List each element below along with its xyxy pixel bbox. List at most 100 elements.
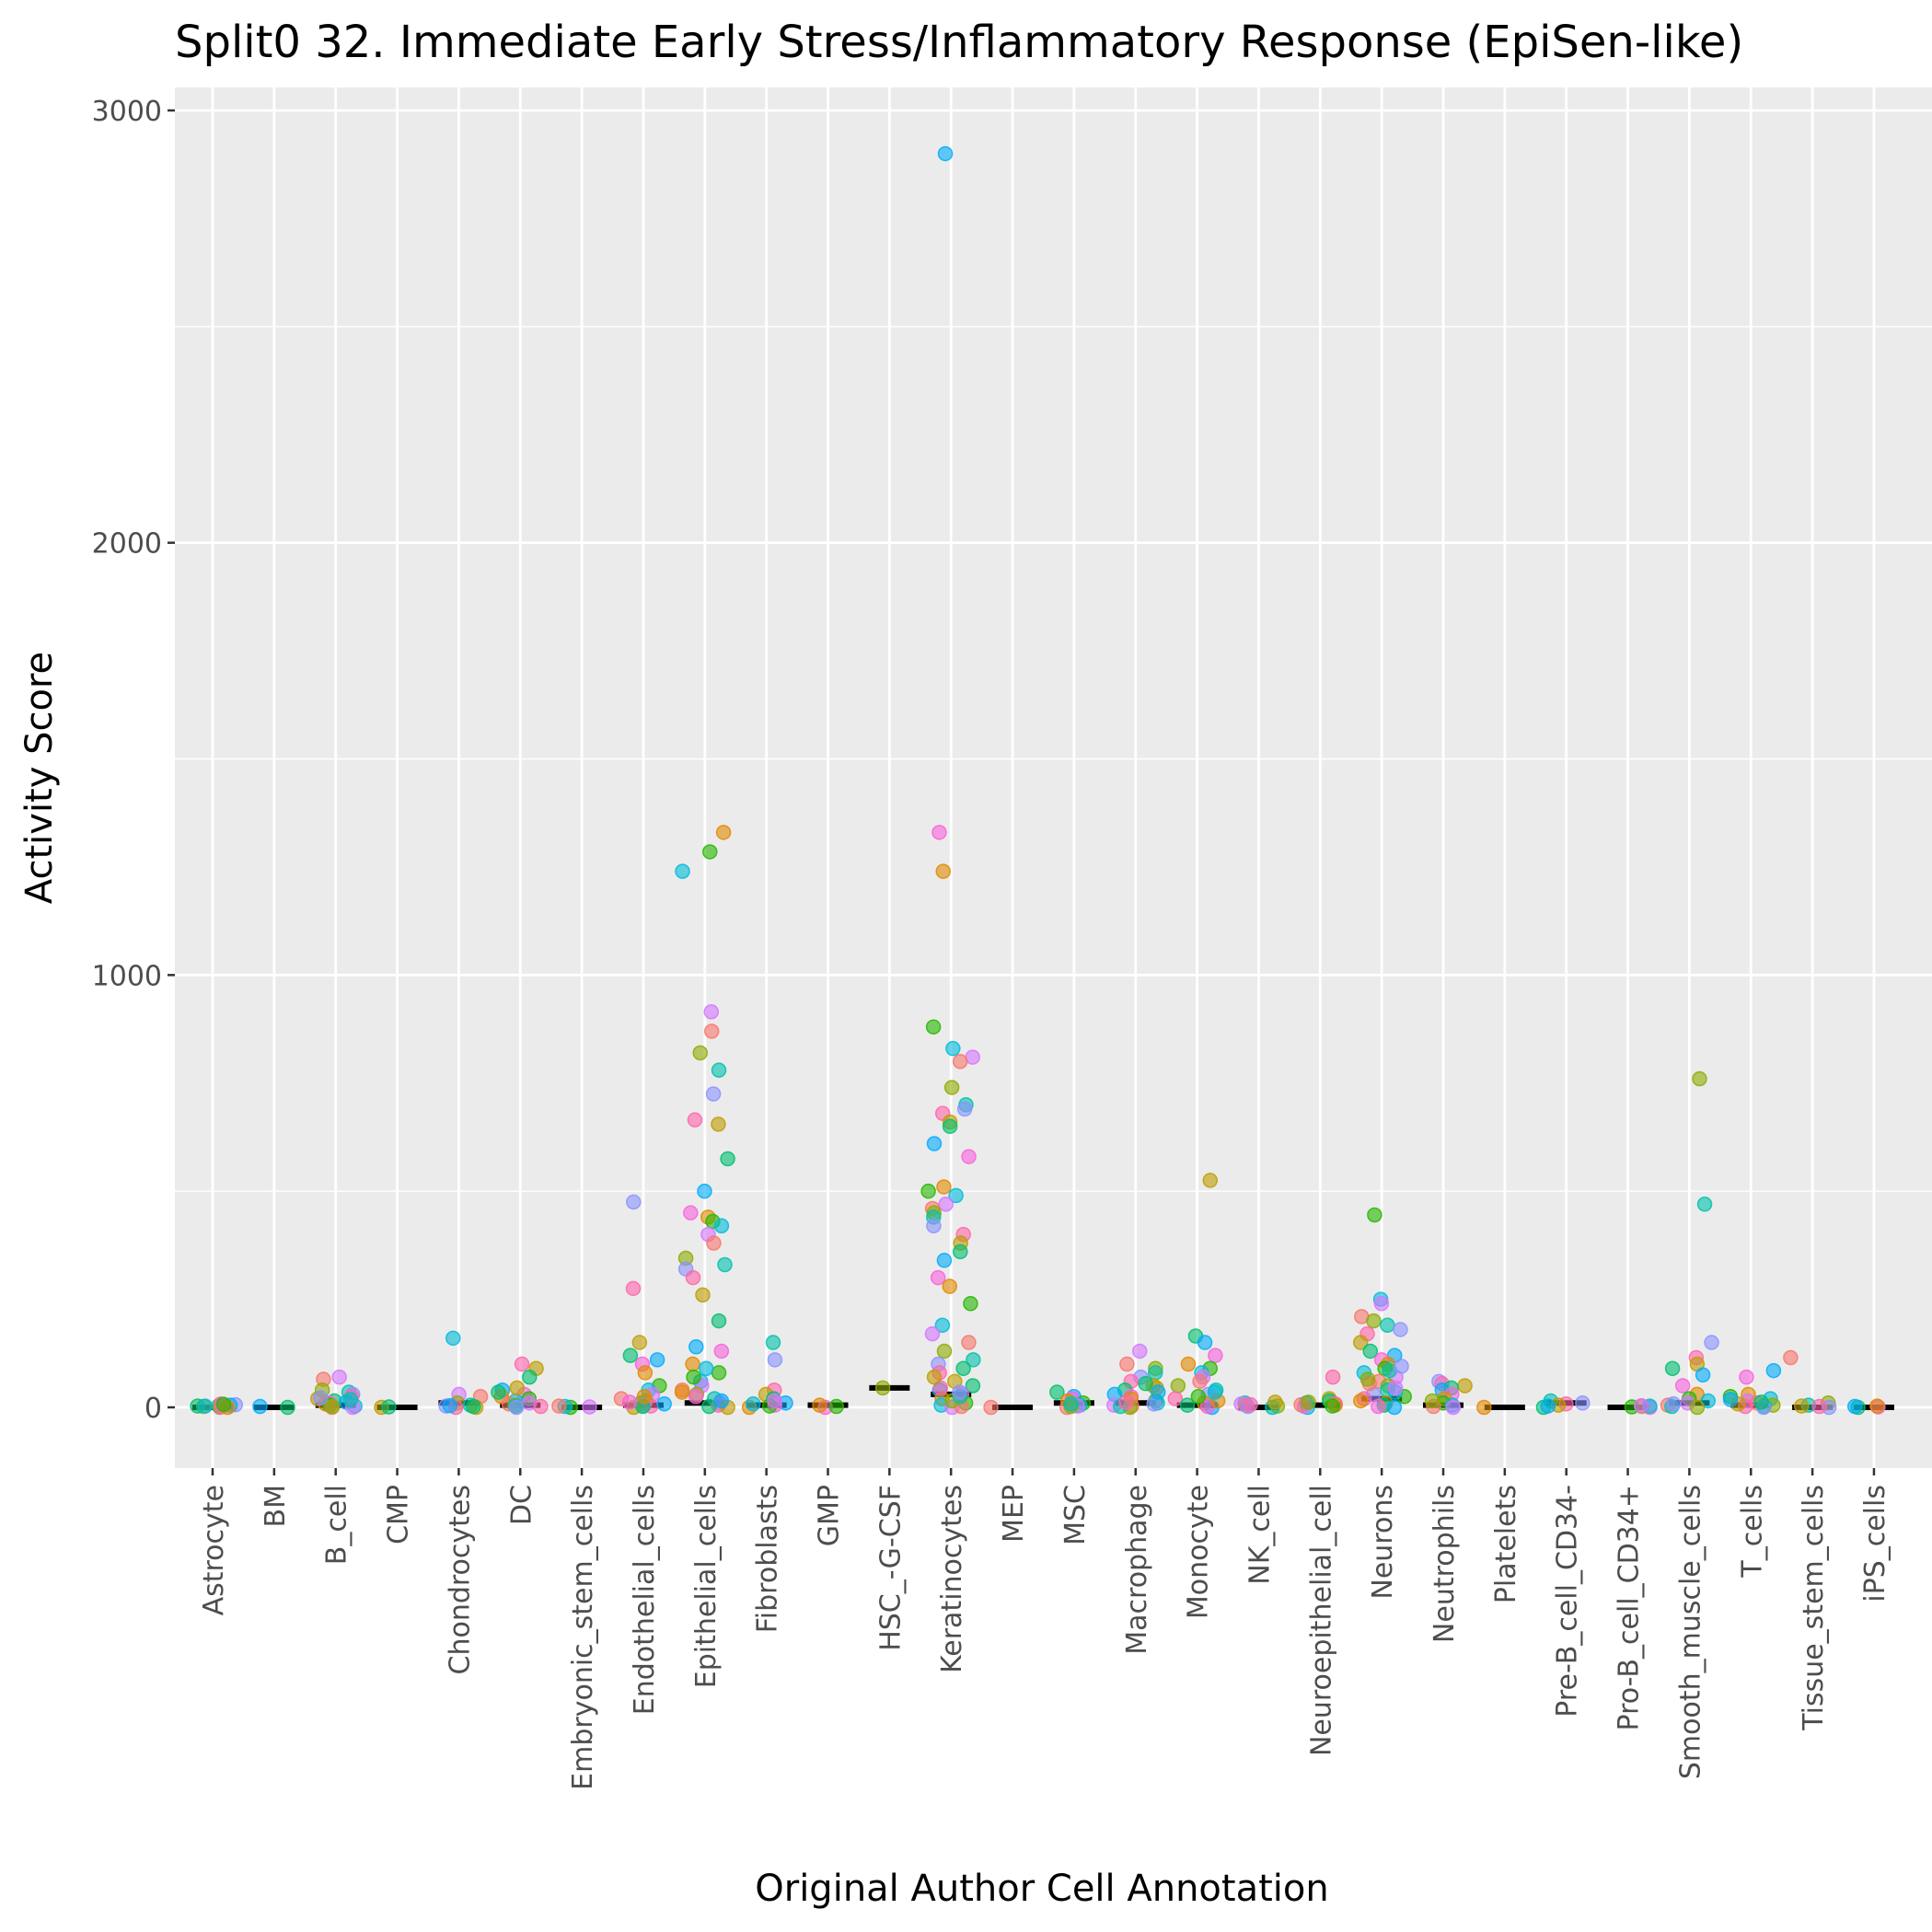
- y-tick-label: 3000: [92, 96, 162, 128]
- x-tick-label: Neuroepithelial_cell: [1305, 1485, 1337, 1756]
- data-point: [1119, 1356, 1135, 1372]
- data-point: [1739, 1369, 1754, 1385]
- data-point: [1197, 1335, 1213, 1350]
- data-point: [1665, 1395, 1682, 1412]
- data-point: [983, 1399, 999, 1416]
- data-point: [952, 1384, 967, 1400]
- data-point: [1753, 1394, 1769, 1410]
- minor-gridlines: [175, 326, 1932, 1192]
- data-point: [1243, 1396, 1258, 1413]
- plot-panel: [175, 87, 1932, 1468]
- data-point: [746, 1395, 761, 1412]
- data-point: [966, 1352, 981, 1368]
- data-point: [331, 1369, 347, 1385]
- data-point: [324, 1398, 341, 1415]
- data-point: [1387, 1380, 1404, 1396]
- data-point: [711, 1062, 727, 1078]
- data-point: [924, 1325, 941, 1342]
- data-point: [514, 1356, 530, 1372]
- data-point: [1207, 1384, 1223, 1400]
- data-point: [698, 1360, 714, 1376]
- data-point: [1301, 1394, 1316, 1410]
- data-point: [953, 1244, 968, 1260]
- data-point: [920, 1183, 936, 1199]
- x-tick-label: Macrophage: [1121, 1485, 1153, 1655]
- data-point: [703, 1004, 720, 1020]
- data-point: [1366, 1313, 1382, 1329]
- data-point: [685, 1269, 701, 1286]
- x-tick-label: Smooth_muscle_cells: [1674, 1485, 1706, 1779]
- data-point: [1846, 1398, 1863, 1415]
- data-point: [1063, 1395, 1079, 1412]
- data-point: [649, 1352, 665, 1368]
- data-point: [533, 1398, 549, 1415]
- data-point: [934, 1317, 951, 1334]
- data-point: [626, 1194, 642, 1210]
- data-point: [508, 1399, 525, 1416]
- data-point: [936, 1253, 953, 1268]
- x-axis-title: Original Author Cell Annotation: [755, 1868, 1328, 1910]
- data-point: [943, 1080, 960, 1095]
- data-point: [948, 1187, 964, 1204]
- x-tick-label: Epithelial_cells: [690, 1485, 723, 1688]
- data-point: [551, 1398, 567, 1414]
- data-point: [1325, 1398, 1340, 1414]
- data-point: [656, 1395, 672, 1412]
- data-point: [1373, 1296, 1390, 1312]
- data-point: [1664, 1360, 1681, 1376]
- data-point: [1267, 1394, 1283, 1410]
- data-point: [961, 1149, 977, 1164]
- data-point: [509, 1380, 526, 1396]
- x-tick-label: CMP: [383, 1485, 415, 1544]
- data-point: [1352, 1335, 1369, 1350]
- data-point: [1811, 1398, 1827, 1415]
- data-point: [697, 1183, 712, 1199]
- x-tick-label: Neutrophils: [1429, 1485, 1461, 1643]
- data-point: [713, 1393, 730, 1409]
- data-point: [1359, 1371, 1376, 1387]
- data-point: [874, 1380, 891, 1396]
- data-point: [1049, 1384, 1065, 1400]
- data-point: [695, 1287, 711, 1303]
- y-tick-label: 1000: [92, 960, 162, 992]
- data-point: [715, 825, 732, 840]
- data-point: [711, 1365, 727, 1381]
- data-point: [1689, 1399, 1706, 1416]
- data-point: [931, 825, 947, 840]
- data-point: [812, 1397, 827, 1413]
- x-tick-label: MSC: [1059, 1485, 1092, 1545]
- data-point: [703, 1024, 720, 1039]
- data-point: [631, 1335, 648, 1350]
- data-point: [965, 1378, 981, 1394]
- data-point: [313, 1390, 329, 1406]
- data-point: [765, 1335, 781, 1350]
- data-point: [702, 844, 718, 860]
- data-point: [1476, 1399, 1492, 1416]
- data-point: [688, 1389, 704, 1405]
- data-point: [942, 1278, 958, 1294]
- data-point: [1179, 1397, 1196, 1413]
- data-point: [1765, 1362, 1782, 1379]
- x-tick-label: Keratinocytes: [936, 1485, 968, 1673]
- data-point: [215, 1396, 232, 1412]
- data-points: [190, 145, 1886, 1416]
- data-point: [445, 1330, 461, 1347]
- data-point: [952, 1054, 968, 1070]
- data-point: [381, 1399, 397, 1415]
- data-point: [1696, 1197, 1713, 1212]
- data-point: [466, 1398, 481, 1415]
- data-point: [1151, 1384, 1166, 1400]
- data-point: [1633, 1397, 1649, 1414]
- data-point: [491, 1384, 506, 1400]
- data-point: [936, 1343, 953, 1359]
- x-tick-label: iPS_cells: [1859, 1485, 1892, 1602]
- data-point: [937, 145, 954, 162]
- data-point: [1148, 1365, 1163, 1381]
- data-point: [674, 1384, 690, 1400]
- data-point: [1869, 1398, 1885, 1414]
- data-point: [1180, 1356, 1197, 1372]
- data-point: [930, 1269, 946, 1286]
- data-point: [935, 863, 952, 879]
- data-point: [675, 863, 690, 879]
- data-point: [926, 1136, 943, 1151]
